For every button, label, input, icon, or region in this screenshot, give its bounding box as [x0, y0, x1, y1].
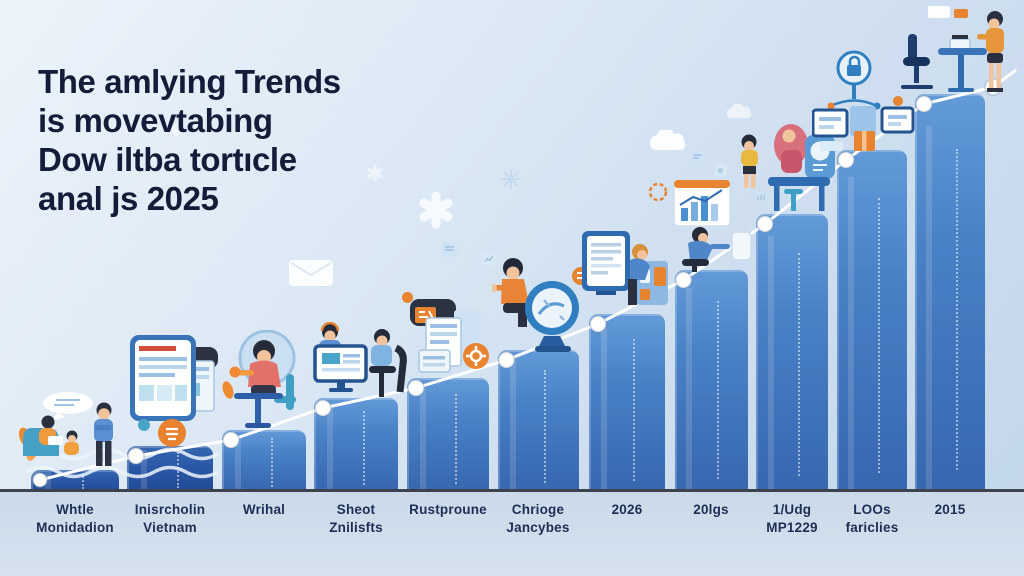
category-label-2: Inisrcholin Vietnam: [134, 502, 206, 535]
category-label-7: 2026: [611, 502, 643, 517]
office-chair-icon: [908, 34, 917, 61]
category-label-10: LOOs fariclies: [845, 502, 899, 535]
title-line-1: The amlying Trends: [38, 63, 341, 100]
category-label-4: Sheot Znilisfts: [329, 502, 383, 535]
title-line-4: anal js 2025: [38, 180, 219, 217]
category-label-6: Chrioge Jancybes: [506, 502, 570, 535]
category-label-11: 2015: [934, 502, 966, 517]
category-label-5: Rustproune: [409, 502, 487, 517]
category-label-9: 1/Udg MP1229: [766, 502, 818, 535]
floor: [0, 492, 1024, 576]
ground-line: [0, 489, 1024, 492]
category-label-1: Whtle Monidadion: [36, 502, 114, 535]
page-title: The amlying Trends is movevtabing Dow il…: [38, 62, 341, 218]
title-line-2: is movevtabing: [38, 102, 273, 139]
category-label-8: 20lgs: [693, 502, 729, 517]
title-line-3: Dow iltba tortıcle: [38, 141, 297, 178]
standing-desk-icon: [938, 48, 987, 55]
category-label-3: Wrihal: [242, 502, 286, 517]
